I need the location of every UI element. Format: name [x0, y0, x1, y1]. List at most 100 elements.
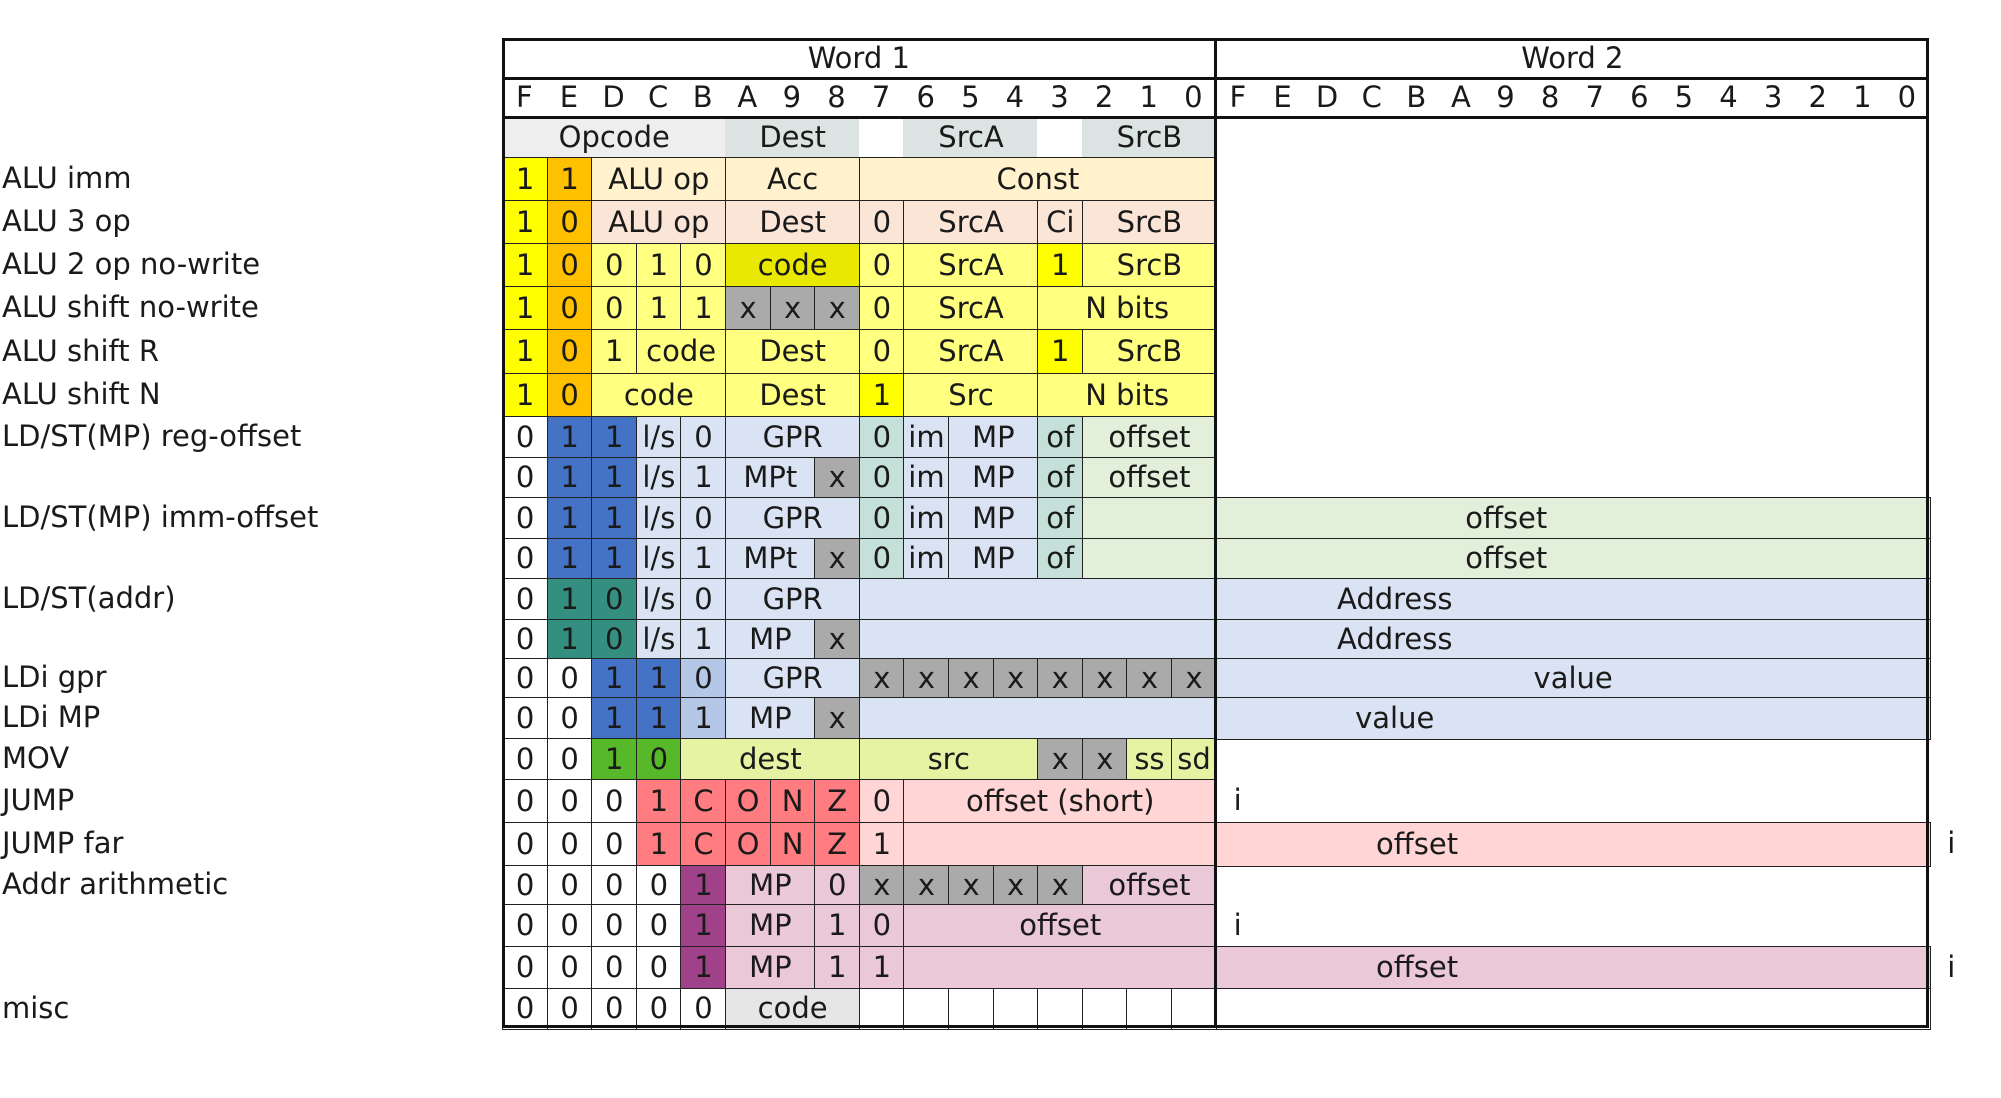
bit-field: x: [814, 286, 861, 331]
bit-field: Address: [858, 578, 1931, 621]
bit-field: code: [725, 243, 861, 288]
bit-field: Dest: [725, 329, 861, 375]
field-group-header: SrcB: [1081, 117, 1218, 159]
bit-field: 0: [546, 738, 593, 781]
row-label: misc: [2, 990, 70, 1025]
bit-field: [992, 988, 1039, 1030]
bit-field: Dest: [725, 200, 861, 245]
bit-field: 1: [635, 779, 682, 824]
bit-field: x: [858, 658, 905, 699]
bit-header: B: [1406, 80, 1427, 114]
bit-field: 0: [591, 988, 638, 1030]
bit-field: MP: [948, 457, 1039, 499]
bit-field: [948, 988, 995, 1030]
bit-field: value: [858, 697, 1931, 740]
bit-field: x: [1081, 658, 1128, 699]
bit-field: l/s: [635, 578, 682, 621]
bit-field: 0: [591, 243, 638, 288]
bit-field: Src: [903, 373, 1039, 418]
bit-field: 1: [591, 738, 638, 781]
bit-field: 1: [680, 697, 727, 740]
bit-field: x: [1126, 658, 1173, 699]
bit-field: x: [769, 286, 816, 331]
bit-field: code: [635, 329, 727, 375]
row-label: JUMP far: [2, 826, 124, 860]
bit-field: Const: [858, 157, 1218, 202]
bit-field: 0: [635, 738, 682, 781]
bit-field: 0: [502, 988, 549, 1030]
bit-field: offset: [903, 822, 1931, 867]
bit-field: MP: [725, 619, 816, 660]
bit-field: 1: [680, 904, 727, 948]
bit-field: GPR: [725, 578, 861, 621]
bit-field: 0: [502, 865, 549, 906]
bit-field: 0: [635, 904, 682, 948]
bit-header: 6: [916, 80, 935, 114]
bit-header: 1: [1853, 80, 1872, 114]
bit-field: SrcA: [903, 200, 1039, 245]
row-label: JUMP: [2, 783, 75, 817]
bit-field: of: [1037, 416, 1084, 459]
immediate-marker: i: [1947, 826, 1956, 860]
bit-field: 1: [680, 286, 727, 331]
bit-field: offset: [1081, 865, 1218, 906]
bit-field: 0: [858, 779, 905, 824]
bit-field: [858, 988, 905, 1030]
bit-field: 0: [546, 200, 593, 245]
bit-field: Acc: [725, 157, 861, 202]
bit-field: 0: [502, 497, 549, 540]
bit-field: 1: [858, 822, 905, 867]
bit-field: l/s: [635, 619, 682, 660]
bit-field: 0: [858, 497, 905, 540]
bit-field: 1: [635, 286, 682, 331]
bit-field: MP: [725, 946, 816, 990]
bit-field: code: [591, 373, 727, 418]
bit-field: x: [858, 865, 905, 906]
bit-field: N bits: [1037, 286, 1218, 331]
bit-field: N: [769, 779, 816, 824]
bit-field: 0: [858, 329, 905, 375]
bit-field: 1: [546, 157, 593, 202]
bit-field: 0: [546, 658, 593, 699]
bit-field: SrcB: [1081, 200, 1218, 245]
bit-field: 1: [546, 416, 593, 459]
bit-field: sd: [1171, 738, 1218, 781]
bit-field: 0: [502, 578, 549, 621]
bit-field: Dest: [725, 373, 861, 418]
row-label: ALU 2 op no-write: [2, 247, 261, 281]
bit-field: Address: [858, 619, 1931, 660]
bit-field: 0: [502, 697, 549, 740]
bit-field: 0: [546, 822, 593, 867]
bit-field: 0: [814, 865, 861, 906]
bit-field: of: [1037, 457, 1084, 499]
bit-field: 1: [1037, 243, 1084, 288]
bit-field: offset: [903, 946, 1931, 990]
bit-header: E: [1273, 80, 1292, 114]
bit-field: code: [725, 988, 861, 1030]
bit-field: [903, 988, 950, 1030]
bit-field: SrcA: [903, 243, 1039, 288]
bit-field: dest: [680, 738, 861, 781]
bit-field: 0: [502, 738, 549, 781]
bit-field: 0: [680, 988, 727, 1030]
bit-field: im: [903, 416, 950, 459]
bit-header: E: [559, 80, 579, 114]
bit-field: 1: [635, 822, 682, 867]
bit-header: 1: [1139, 80, 1158, 114]
bit-field: 0: [680, 416, 727, 459]
bit-header: B: [692, 80, 713, 114]
bit-header: 3: [1763, 80, 1783, 114]
bit-field: 0: [502, 416, 549, 459]
row-label: ALU 3 op: [2, 204, 131, 238]
bit-field: 0: [635, 988, 682, 1030]
bit-field: [1081, 988, 1128, 1030]
bit-header: 3: [1050, 80, 1069, 114]
bit-field: x: [1037, 658, 1084, 699]
bit-header: 6: [1630, 80, 1649, 114]
bit-field: 1: [502, 373, 549, 418]
bit-field: x: [992, 865, 1039, 906]
row-label: LD/ST(MP) imm-offset: [2, 500, 319, 534]
bit-field: 0: [635, 946, 682, 990]
bit-field: MP: [948, 538, 1039, 580]
row-label: LDi gpr: [2, 660, 107, 694]
